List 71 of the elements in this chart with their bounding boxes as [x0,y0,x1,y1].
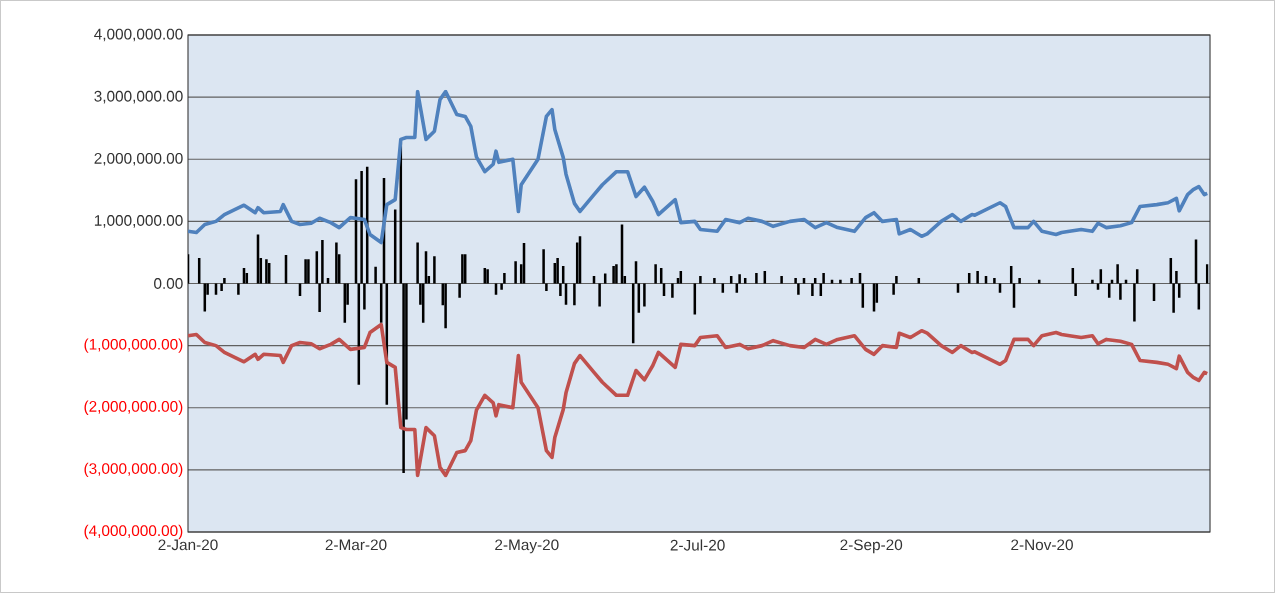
x-tick-label: 2-Jul-20 [670,539,725,551]
bar [545,283,548,291]
bar [542,249,545,284]
bar [514,261,517,284]
bar [363,283,366,310]
bar [304,259,307,284]
bar [612,266,615,284]
bar [223,277,226,284]
bar [458,283,461,298]
bar [1091,279,1094,284]
bar [1133,283,1136,322]
bar [500,283,503,290]
bar [556,258,559,284]
bar [643,283,646,307]
bar [755,272,758,284]
x-tick-label: 2-Nov-20 [1011,539,1073,551]
line-series [188,322,1210,478]
bar [993,277,996,284]
y-tick-label: (4,000,000.00) [84,524,183,540]
bar [573,283,576,306]
bar [433,256,436,284]
bar [976,271,979,284]
x-tick-label: 2-Sep-20 [840,539,903,554]
bar [654,264,657,284]
bar [713,277,716,284]
bar [797,283,800,295]
y-tick-label: (2,000,000.00) [84,400,183,415]
bar [503,272,506,284]
bar [822,272,825,284]
bar [1116,264,1119,284]
bar [671,283,674,298]
bar [839,279,842,284]
bar [237,283,240,295]
bar [335,242,338,284]
bar [444,283,447,329]
x-tick-label: 2-Jan-20 [158,539,218,551]
bar [615,264,618,284]
y-tick-label: 3,000,000.00 [94,90,183,104]
bar [321,240,324,284]
bar [416,242,419,284]
bar [374,266,377,284]
bar [1175,271,1178,284]
bar [402,283,405,473]
y-tick-label: 2,000,000.00 [94,152,183,166]
x-tick-label: 2-May-20 [495,539,559,554]
bar [811,283,814,296]
bar [559,283,562,296]
y-tick-label: 1,000,000.00 [94,215,183,228]
y-tick-label: (3,000,000.00) [84,462,183,478]
bar [1119,283,1122,300]
bar [850,277,853,284]
bar [1172,283,1175,313]
bar [1018,277,1021,284]
bar [265,259,268,284]
bar [307,259,310,284]
bar [699,276,702,284]
bar [318,283,321,313]
bar [220,283,223,291]
x-tick-label: 2-Mar-20 [325,539,387,551]
bar [738,274,741,284]
bar [892,283,895,295]
bar [780,276,783,284]
bar [598,283,601,307]
bar [794,277,797,284]
line-series [188,89,1210,245]
y-tick-label: 0.00 [154,278,183,289]
bar [360,171,363,284]
y-tick-label: 4,000,000.00 [94,28,183,42]
bar [1074,283,1077,296]
y-tick-label: (1,000,000.00) [84,338,183,353]
bar [895,276,898,284]
